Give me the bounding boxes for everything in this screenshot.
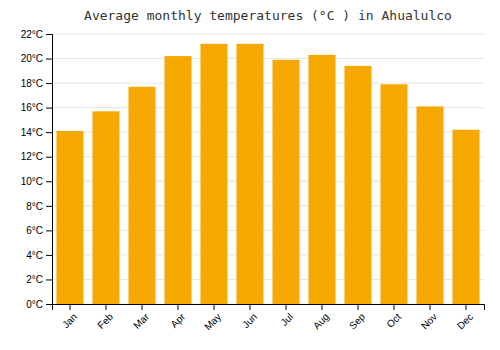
tick-mark [430, 304, 431, 310]
tick-mark [46, 108, 52, 109]
x-tick: May [202, 304, 223, 332]
tick-mark [178, 304, 179, 310]
tick-label: Aug [311, 311, 331, 331]
grid [52, 34, 484, 304]
x-tick: Nov [419, 304, 439, 331]
tick-label: Apr [168, 311, 187, 330]
tick-label: May [202, 311, 223, 332]
y-tick: 22°C [21, 29, 52, 40]
y-tick: 6°C [26, 225, 52, 236]
y-tick: 18°C [21, 78, 52, 89]
tick-label: Jan [60, 311, 79, 330]
tick-label: 6°C [26, 225, 43, 236]
x-tick: Jan [60, 304, 79, 330]
tick-label: 8°C [26, 201, 43, 212]
bar [453, 130, 480, 304]
tick-mark [46, 181, 52, 182]
tick-label: Jul [278, 311, 295, 328]
tick-label: 20°C [21, 53, 43, 64]
tick-label: 18°C [21, 78, 43, 89]
grid-line [52, 34, 484, 35]
y-tick: 12°C [21, 151, 52, 162]
title: Average monthly temperatures (°C ) in Ah… [84, 8, 452, 23]
tick-label: Jun [240, 311, 259, 330]
y-tick: 14°C [21, 127, 52, 138]
tick-mark [46, 132, 52, 133]
y-tick: 4°C [26, 250, 52, 261]
tick-mark [46, 34, 52, 35]
bar [201, 44, 228, 304]
y-tick: 16°C [21, 102, 52, 113]
y-axis: 0°C 2°C 4°C 6°C 8°C 10°C 12°C 14°C 16°C 18°C 20°C 2… [21, 29, 53, 310]
tick-label: Mar [131, 311, 151, 331]
tick-mark [250, 304, 251, 310]
x-tick: Feb [95, 304, 115, 331]
bar [309, 55, 336, 304]
y-tick: 2°C [26, 274, 52, 285]
tick-label: 14°C [21, 127, 43, 138]
tick-mark [46, 304, 52, 305]
tick-mark [286, 304, 287, 310]
tick-mark [46, 255, 52, 256]
x-tick: Mar [131, 304, 151, 331]
x-tick: Jul [278, 304, 295, 328]
tick-mark [142, 304, 143, 310]
tick-mark [46, 230, 52, 231]
x-tick: Apr [168, 304, 187, 330]
tick-label: 2°C [26, 274, 43, 285]
grid-line [52, 58, 484, 59]
tick-mark [394, 304, 395, 310]
tick-mark [46, 206, 52, 207]
y-tick: 8°C [26, 201, 52, 212]
x-axis: Jan Feb Mar Apr May Jun Jul Aug Sep Oct Nov Dec [53, 304, 485, 332]
axis-line [46, 35, 53, 305]
y-tick: 10°C [21, 176, 52, 187]
tick-mark [46, 83, 52, 84]
tick-label: Nov [419, 311, 439, 331]
x-tick: Jun [240, 304, 259, 330]
x-tick: Oct [384, 304, 403, 330]
bar [57, 131, 84, 304]
bars [57, 44, 480, 304]
tick-label: Feb [95, 311, 115, 331]
tick-label: 0°C [26, 299, 43, 310]
bar [273, 60, 300, 304]
tick-label: 4°C [26, 250, 43, 261]
bar [165, 56, 192, 304]
chart: 0°C 2°C 4°C 6°C 8°C 10°C 12°C 14°C 16°C 18°C 20°C 2… [0, 0, 500, 350]
tick-mark [466, 304, 467, 310]
tick-label: 10°C [21, 176, 43, 187]
tick-mark [46, 279, 52, 280]
tick-mark [46, 59, 52, 60]
tick-mark [214, 304, 215, 310]
tick-label: Dec [455, 311, 475, 331]
bar [237, 44, 264, 304]
tick-label: 16°C [21, 102, 43, 113]
tick-label: Oct [384, 311, 403, 330]
tick-mark [46, 157, 52, 158]
axis-line [53, 305, 485, 311]
bar [381, 84, 408, 304]
tick-mark [70, 304, 71, 310]
x-tick: Sep [347, 304, 368, 331]
tick-label: Sep [347, 311, 368, 332]
bar [93, 111, 120, 304]
x-tick: Dec [455, 304, 475, 331]
tick-label: 12°C [21, 151, 43, 162]
y-tick: 20°C [21, 53, 52, 64]
bar [417, 106, 444, 304]
tick-label: 22°C [21, 29, 43, 40]
bar [345, 66, 372, 304]
grid-line [52, 83, 484, 84]
tick-mark [358, 304, 359, 310]
y-tick: 0°C [26, 299, 52, 310]
bar [129, 87, 156, 304]
tick-mark [106, 304, 107, 310]
tick-mark [322, 304, 323, 310]
plot-area: 0°C 2°C 4°C 6°C 8°C 10°C 12°C 14°C 16°C 18°C 20°C 2… [21, 29, 485, 333]
x-tick: Aug [311, 304, 331, 331]
